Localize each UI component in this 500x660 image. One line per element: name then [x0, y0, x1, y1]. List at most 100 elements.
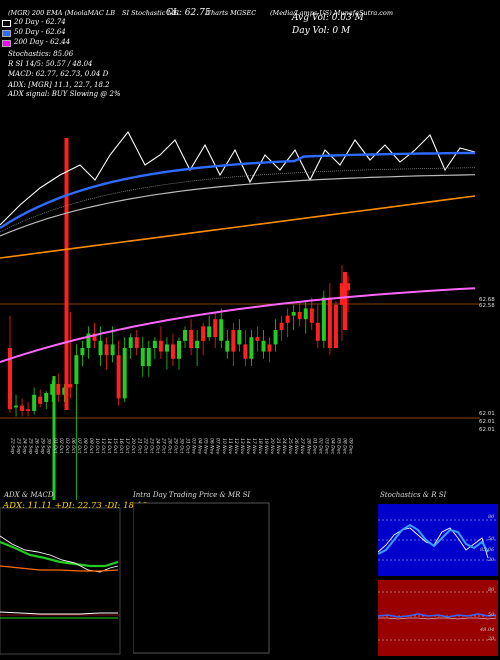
date-label: 06 Nov [209, 438, 215, 455]
day-vol: Day Vol: 0 M [292, 26, 351, 36]
candle-spike-green [52, 376, 56, 500]
candle-body [116, 355, 121, 399]
candle-body [297, 312, 302, 320]
date-label: 10 Oct [94, 438, 100, 453]
date-label: 29 Sep [40, 438, 46, 454]
candle-body [128, 337, 133, 348]
ma-gray-line [0, 174, 476, 237]
candle-body [237, 330, 242, 345]
candle-body [279, 322, 284, 330]
date-label: 03 Dec [323, 438, 329, 455]
price-label-3: 62.01 [479, 411, 495, 417]
adx-panel-frame [0, 507, 121, 655]
candle-spike-right [343, 272, 347, 330]
date-label: 09 Dec [348, 438, 354, 455]
candle-body [164, 344, 169, 352]
candle-body [62, 387, 67, 395]
date-label: 24 Nov [281, 438, 287, 455]
date-label: 19 Nov [263, 438, 269, 455]
mrsi-level-80: 80 [488, 587, 495, 593]
ma-orange-line [0, 195, 476, 259]
candle-body [80, 348, 85, 356]
date-label: 17 Nov [251, 438, 257, 455]
candle-body [225, 340, 230, 352]
date-label: 10 Nov [221, 438, 227, 455]
date-label: 12 Nov [233, 438, 239, 455]
price-label-4: 62.01 [479, 419, 495, 425]
date-label: 05 Nov [203, 438, 209, 455]
stoch-level-50: 50 [488, 536, 495, 542]
legend-swatch-20 [2, 20, 11, 27]
main-price-chart: 22 Sep 23 Sep 24 Sep 25 Sep 26 Sep 29 Sep 30 S… [0, 130, 480, 500]
stoch-white-line [0, 130, 476, 226]
mrsi-level-20: 20 [488, 636, 495, 642]
date-label: 22 Oct [142, 438, 148, 453]
candle-body [201, 326, 206, 341]
candle-body [255, 337, 260, 341]
candle-body [92, 333, 97, 341]
candle-body [8, 348, 12, 410]
date-label: 03 Nov [191, 438, 197, 455]
candle-body [207, 326, 212, 338]
date-label: 24 Oct [154, 438, 160, 453]
candle-body [104, 344, 109, 356]
candle-body [177, 340, 181, 359]
candle-body [98, 340, 103, 356]
date-label: 08 Dec [341, 438, 347, 455]
candle-body [273, 330, 278, 345]
date-label: 01 Dec [311, 438, 317, 455]
macd-line [0, 611, 118, 615]
date-label: 18 Nov [257, 438, 263, 455]
date-label: 17 Oct [124, 438, 130, 453]
date-label: 09 Oct [88, 438, 94, 453]
candle-body [231, 330, 236, 352]
adx-macd-panel [0, 507, 121, 655]
candle-body [339, 283, 344, 305]
date-label: 14 Oct [106, 438, 112, 453]
avg-vol: Avg Vol: 0.03 M [292, 13, 364, 23]
date-label: 21 Oct [136, 438, 142, 453]
adx-values: ADX: 11.11 +DI: 22.73 -DI: 18.18 [3, 501, 148, 511]
date-label: 20 Oct [130, 438, 136, 453]
candle-body [261, 340, 266, 352]
candle-body [219, 319, 224, 341]
price-label-1: 62.68 [479, 297, 495, 303]
candle-body [74, 355, 79, 384]
candle-body [321, 297, 326, 341]
candle-body [38, 396, 43, 404]
date-label: 27 Oct [160, 438, 166, 453]
ma-50-line [0, 151, 475, 230]
candle-body [44, 393, 49, 402]
adx-panel-title: ADX & MACD [4, 491, 54, 499]
candle-body [26, 409, 31, 411]
date-label: 01 Oct [52, 438, 58, 453]
mrsi-white-line [378, 617, 497, 620]
legend-200-day: 200 Day - 62.44 [14, 38, 71, 46]
price-label-5: 62.01 [479, 427, 495, 433]
ma-dotted-line [0, 167, 476, 233]
candle-body [86, 333, 91, 348]
date-label: 24 Sep [22, 438, 28, 454]
adx-signal-text: ADX signal: BUY Slowing @ 2% [8, 90, 121, 98]
mrsi-level-50: 50 [488, 612, 495, 618]
candle-body [50, 384, 55, 395]
date-label: 28 Oct [166, 438, 172, 453]
candle-body [327, 297, 332, 348]
stoch-level-20: 20 [488, 557, 495, 563]
date-label: 31 Oct [185, 438, 191, 453]
date-label: 04 Dec [329, 438, 335, 455]
candle-body [285, 315, 290, 323]
candle-body [122, 348, 127, 399]
charts-label: Charts MGSEC [206, 9, 257, 17]
close-label: CL: 62.75 [166, 8, 211, 18]
intraday-frame [133, 502, 270, 654]
legend-swatch-50 [2, 30, 11, 37]
candle-body [291, 312, 296, 316]
mrsi-panel [378, 580, 498, 656]
date-label: 13 Nov [239, 438, 245, 455]
date-label: 21 Nov [275, 438, 281, 455]
ma-200-line [0, 287, 476, 363]
candle-body [303, 308, 308, 320]
date-label: 29 Oct [172, 438, 178, 453]
candle-body [152, 340, 157, 348]
